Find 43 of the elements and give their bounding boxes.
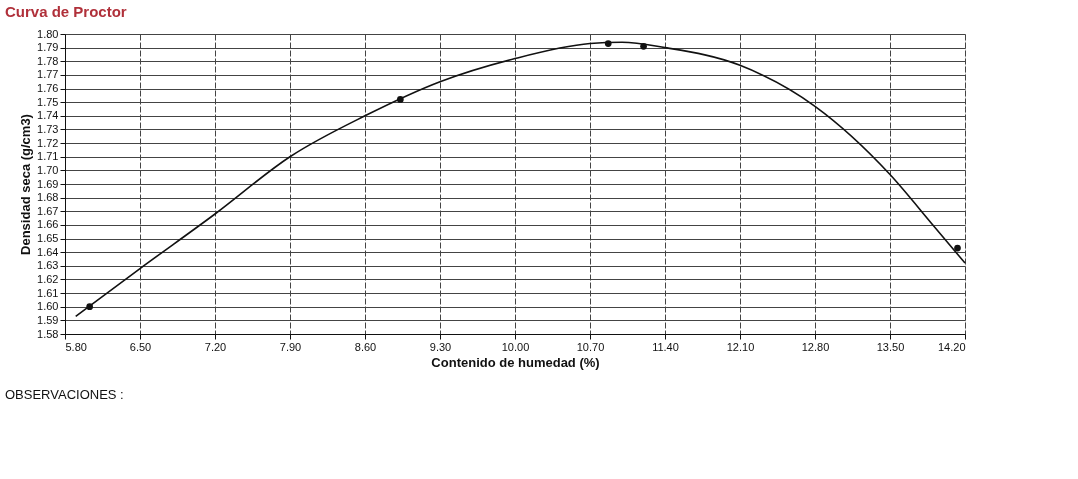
text: OBSERVACIONES : [5,387,124,402]
y-tick-label: 1.73 [37,122,59,135]
y-tick-label: 1.71 [37,150,59,163]
point [954,244,961,252]
y-tick-label: 1.62 [37,272,59,285]
y-tick-label: 1.63 [37,259,59,272]
x-tick-label: 12.10 [726,340,755,353]
x-tick-label: 8.60 [354,340,377,353]
y-tick-label: 1.74 [37,109,59,122]
x-tick-label: 5.80 [65,340,87,353]
y-tick-label: 1.60 [37,300,59,313]
x-tick-label: 7.20 [204,340,227,353]
x-tick-label: 14.20 [937,340,966,353]
y-tick-label: 1.61 [37,286,59,299]
x-axis-title: Contenido de humedad (%) [431,354,600,370]
point [604,40,612,47]
y-tick-label: 1.65 [37,232,59,245]
chart-title: Curva de Proctor [5,3,127,20]
y-tick-label: 1.58 [37,327,59,340]
x-tick-label: 13.50 [876,340,905,353]
x-tick-label: 10.70 [576,340,605,353]
x-tick-label: 7.90 [279,340,302,353]
y-tick-label: 1.77 [37,68,59,81]
x-tick-label: 10.00 [501,340,530,353]
y-tick-label: 1.68 [37,191,59,204]
y-tick-label: 1.64 [37,245,59,258]
y-tick-label: 1.72 [37,136,59,149]
x-tick-label: 11.40 [652,340,679,353]
y-tick-label: 1.76 [37,82,59,95]
y-axis-title: Densidad seca (g/cm3) [18,114,34,255]
x-tick-label: 6.50 [129,340,152,353]
y-tick-label: 1.80 [37,27,59,40]
y-tick-label: 1.75 [37,95,59,108]
y-tick-label: 1.59 [37,313,59,326]
y-tick-label: 1.67 [37,204,59,217]
line-series [74,41,966,318]
y-tick-label: 1.70 [37,163,59,176]
y-tick-label: 1.79 [37,41,59,54]
y-tick-label: 1.69 [37,177,59,190]
x-tick-label: 9.30 [429,340,452,353]
y-tick-label: 1.78 [37,54,59,67]
y-tick-label: 1.66 [37,218,59,231]
x-tick-label: 12.80 [801,340,830,353]
